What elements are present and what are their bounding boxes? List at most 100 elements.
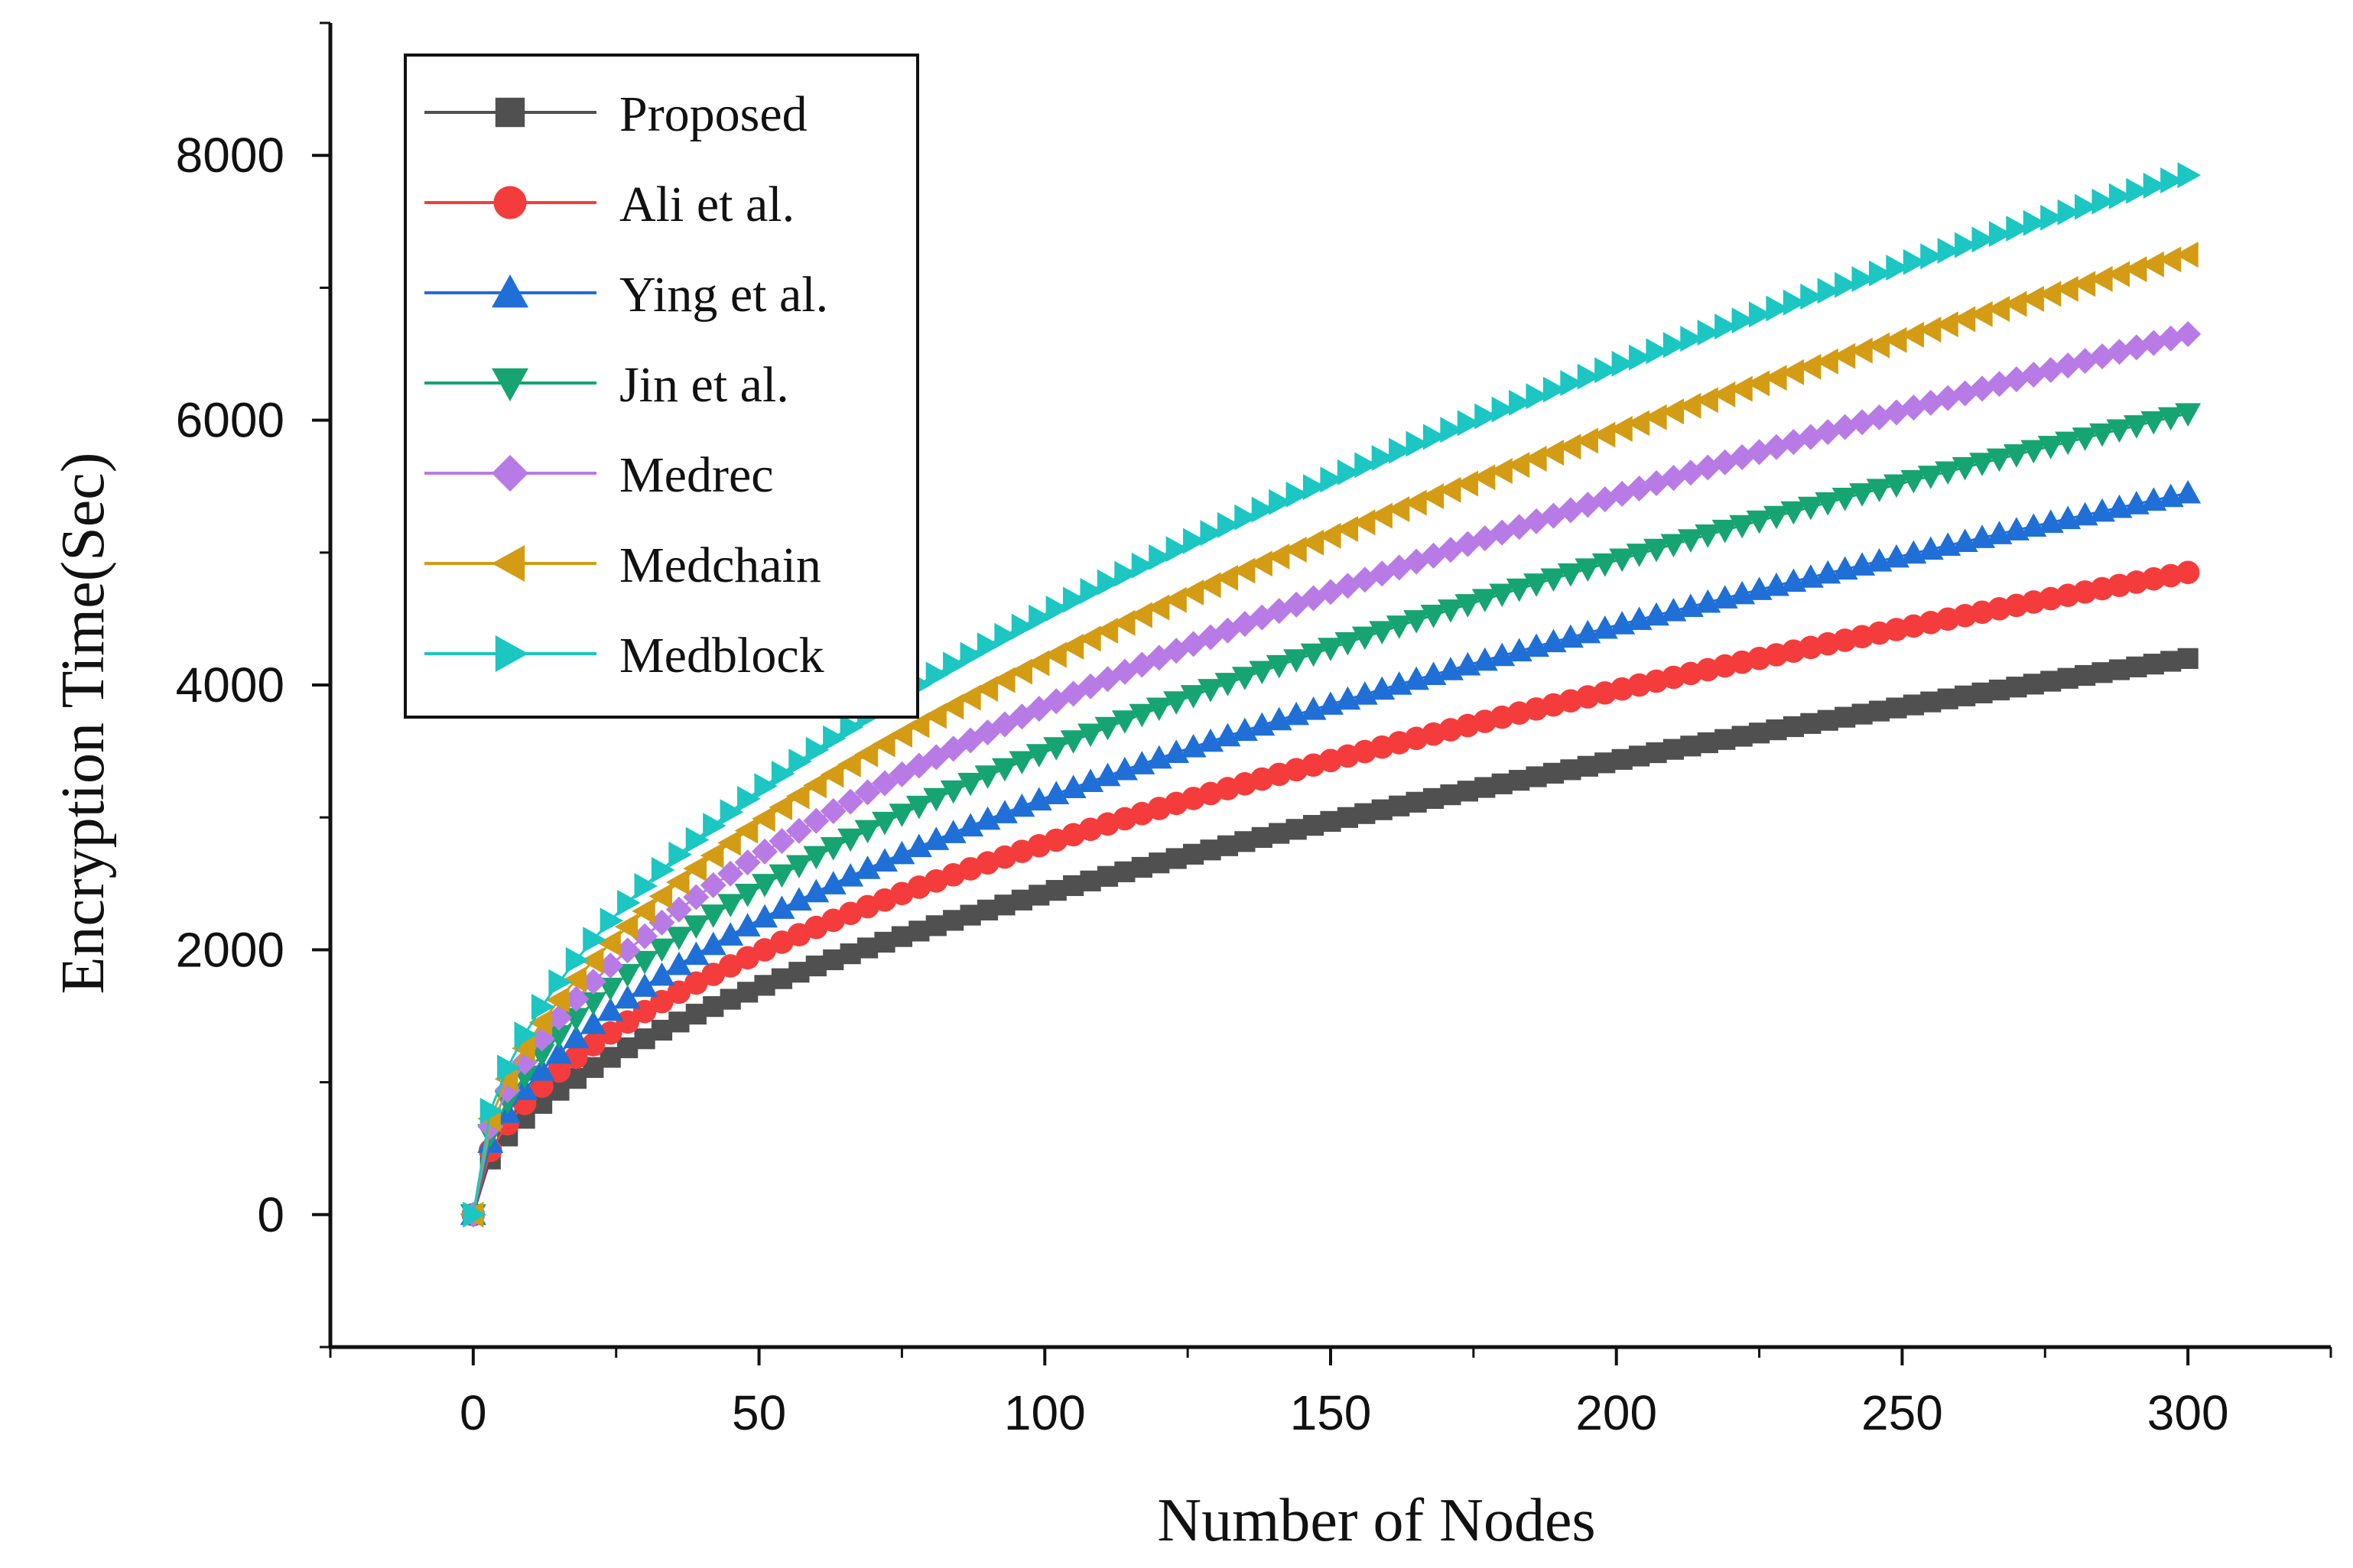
- data-point: [2106, 261, 2130, 287]
- data-point: [2108, 183, 2133, 209]
- data-point: [2057, 199, 2082, 226]
- data-point: [563, 1024, 590, 1049]
- data-point: [2003, 291, 2027, 317]
- data-point: [665, 896, 692, 923]
- series-ali-et-al: [461, 560, 2200, 1227]
- data-point: [1094, 716, 1121, 741]
- data-point: [1146, 697, 1172, 722]
- x-tick-label: 50: [732, 1385, 786, 1440]
- data-point: [685, 826, 710, 853]
- data-point: [923, 826, 950, 850]
- data-point: [752, 874, 778, 898]
- data-point: [1952, 306, 1976, 333]
- data-point: [737, 785, 761, 812]
- data-point: [1094, 762, 1121, 787]
- data-point: [531, 993, 555, 1020]
- data-point: [1540, 568, 1567, 592]
- data-point: [1937, 237, 1961, 264]
- data-point: [2157, 246, 2182, 273]
- data-point: [872, 731, 895, 758]
- data-point: [1029, 604, 1052, 631]
- data-point: [1198, 572, 1221, 599]
- data-point: [2175, 403, 2202, 427]
- data-point: [1318, 638, 1344, 661]
- data-point: [2037, 436, 2064, 459]
- data-point: [957, 684, 981, 711]
- data-point: [545, 1005, 572, 1031]
- data-point: [803, 807, 830, 834]
- data-point: [1457, 410, 1481, 437]
- data-point: [788, 748, 812, 775]
- data-point: [1783, 289, 1807, 316]
- data-point: [1868, 260, 1893, 287]
- data-point: [1422, 424, 1447, 450]
- data-point: [1815, 348, 1838, 375]
- data-point: [1711, 519, 1738, 544]
- data-point: [2176, 560, 2200, 585]
- data-point: [1146, 594, 1170, 621]
- data-point: [940, 820, 967, 843]
- data-point: [1302, 474, 1327, 501]
- data-point: [600, 907, 624, 934]
- legend-item: Ying et al.: [424, 267, 828, 323]
- data-point: [785, 855, 812, 879]
- data-point: [1060, 633, 1084, 660]
- series-proposed: [463, 648, 2199, 1226]
- data-point: [769, 895, 795, 919]
- data-point: [1471, 589, 1498, 612]
- data-point: [1198, 679, 1224, 703]
- legend-item: Medblock: [424, 628, 824, 683]
- data-point: [1337, 459, 1361, 485]
- data-point: [734, 817, 759, 844]
- data-point: [2177, 648, 2199, 669]
- legend-marker: [495, 635, 528, 672]
- data-point: [905, 833, 932, 858]
- data-point: [1815, 492, 1841, 516]
- data-point: [1886, 255, 1909, 281]
- data-point: [771, 760, 795, 787]
- data-point: [1662, 332, 1687, 359]
- legend-label: Ali et al.: [619, 177, 795, 232]
- data-point: [1920, 243, 1944, 270]
- data-point: [1797, 496, 1824, 521]
- data-point: [2160, 167, 2184, 193]
- data-point: [820, 837, 847, 861]
- legend-label: Medblock: [619, 628, 824, 683]
- y-axis-title: Encryption Time(Sec): [50, 453, 117, 995]
- data-point: [1060, 730, 1087, 754]
- data-point: [1903, 248, 1927, 275]
- data-point: [1763, 505, 1789, 530]
- y-tick-label: 8000: [176, 128, 284, 183]
- data-point: [1849, 337, 1873, 364]
- data-point: [2003, 444, 2030, 468]
- data-point: [1609, 548, 1636, 573]
- data-point: [1214, 673, 1241, 696]
- data-point: [565, 946, 590, 973]
- data-point: [785, 783, 810, 810]
- data-point: [2072, 271, 2096, 297]
- data-point: [614, 937, 641, 964]
- data-point: [957, 772, 984, 797]
- data-point: [1217, 511, 1241, 538]
- data-point: [648, 938, 675, 963]
- data-point: [665, 951, 692, 976]
- data-point: [1354, 452, 1378, 479]
- data-point: [2055, 275, 2078, 302]
- data-point: [1077, 723, 1104, 748]
- data-point: [769, 828, 795, 855]
- data-point: [1045, 596, 1070, 622]
- data-point: [1988, 221, 2013, 248]
- data-point: [974, 676, 999, 703]
- data-point: [1900, 321, 1924, 348]
- data-point: [1629, 344, 1653, 371]
- legend-marker: [492, 455, 528, 492]
- data-point: [494, 1066, 518, 1092]
- data-point: [940, 693, 964, 720]
- data-point: [1797, 353, 1822, 380]
- data-point: [1009, 658, 1032, 685]
- data-point: [1491, 396, 1516, 423]
- data-point: [1283, 649, 1310, 673]
- data-point: [734, 884, 761, 907]
